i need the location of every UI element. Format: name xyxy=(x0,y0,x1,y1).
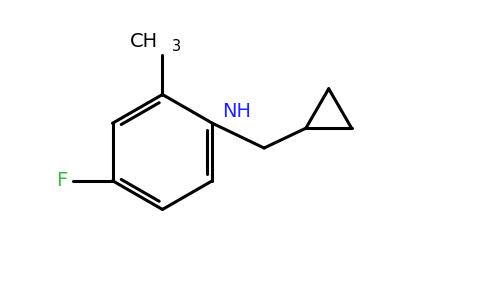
Text: F: F xyxy=(57,171,68,190)
Text: NH: NH xyxy=(222,102,251,121)
Text: CH: CH xyxy=(130,32,158,51)
Text: 3: 3 xyxy=(172,39,181,54)
